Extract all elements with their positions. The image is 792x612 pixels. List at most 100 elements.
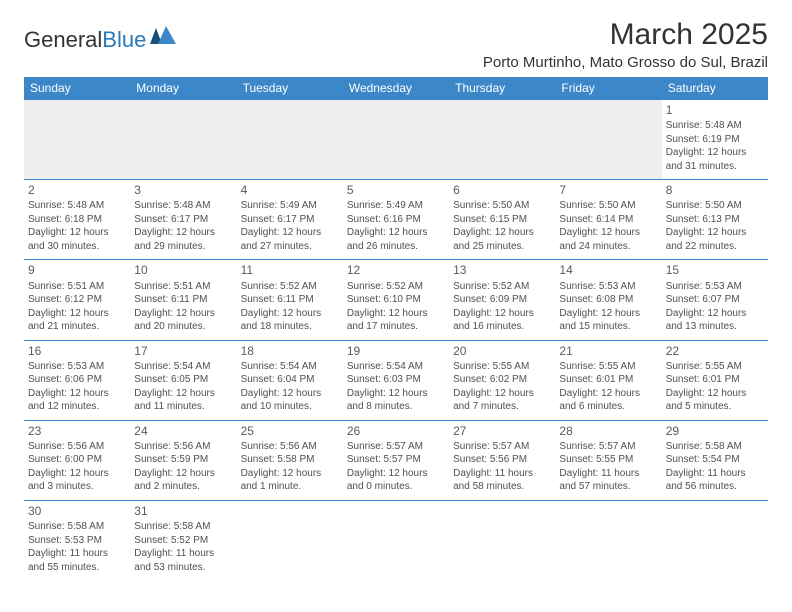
day-info-line: Sunset: 6:19 PM xyxy=(666,133,764,147)
day-number: 22 xyxy=(666,343,764,359)
day-info-line: and 1 minute. xyxy=(241,480,339,494)
calendar-cell: 12Sunrise: 5:52 AMSunset: 6:10 PMDayligh… xyxy=(343,260,449,340)
calendar-cell-empty xyxy=(343,100,449,180)
day-info-line: Sunset: 6:00 PM xyxy=(28,453,126,467)
day-info-line: Daylight: 12 hours xyxy=(453,226,551,240)
day-info-line: Sunset: 5:58 PM xyxy=(241,453,339,467)
day-info-line: Daylight: 12 hours xyxy=(347,307,445,321)
day-info-line: Sunset: 6:13 PM xyxy=(666,213,764,227)
day-info-line: Sunset: 6:14 PM xyxy=(559,213,657,227)
calendar-cell: 14Sunrise: 5:53 AMSunset: 6:08 PMDayligh… xyxy=(555,260,661,340)
day-info-line: Sunrise: 5:54 AM xyxy=(347,360,445,374)
calendar-cell: 4Sunrise: 5:49 AMSunset: 6:17 PMDaylight… xyxy=(237,180,343,260)
day-info-line: Daylight: 12 hours xyxy=(666,146,764,160)
brand-blue: Blue xyxy=(102,29,146,51)
day-info-line: Daylight: 12 hours xyxy=(28,467,126,481)
day-info-line: Sunset: 6:03 PM xyxy=(347,373,445,387)
calendar-cell: 18Sunrise: 5:54 AMSunset: 6:04 PMDayligh… xyxy=(237,340,343,420)
day-info-line: Daylight: 12 hours xyxy=(134,307,232,321)
calendar-row: 1Sunrise: 5:48 AMSunset: 6:19 PMDaylight… xyxy=(24,100,768,180)
day-header: Thursday xyxy=(449,77,555,100)
day-info-line: Sunset: 6:07 PM xyxy=(666,293,764,307)
day-info-line: and 29 minutes. xyxy=(134,240,232,254)
month-title: March 2025 xyxy=(483,18,768,52)
calendar-row: 30Sunrise: 5:58 AMSunset: 5:53 PMDayligh… xyxy=(24,500,768,580)
day-info-line: Sunrise: 5:48 AM xyxy=(134,199,232,213)
day-info-line: Daylight: 11 hours xyxy=(28,547,126,561)
calendar-cell-empty xyxy=(449,100,555,180)
calendar-row: 16Sunrise: 5:53 AMSunset: 6:06 PMDayligh… xyxy=(24,340,768,420)
day-info-line: Sunset: 6:16 PM xyxy=(347,213,445,227)
calendar-cell: 27Sunrise: 5:57 AMSunset: 5:56 PMDayligh… xyxy=(449,420,555,500)
day-info-line: and 3 minutes. xyxy=(28,480,126,494)
calendar-cell: 13Sunrise: 5:52 AMSunset: 6:09 PMDayligh… xyxy=(449,260,555,340)
day-info-line: Daylight: 12 hours xyxy=(241,307,339,321)
day-number: 18 xyxy=(241,343,339,359)
calendar-cell: 2Sunrise: 5:48 AMSunset: 6:18 PMDaylight… xyxy=(24,180,130,260)
calendar-cell: 26Sunrise: 5:57 AMSunset: 5:57 PMDayligh… xyxy=(343,420,449,500)
calendar-table: Sunday Monday Tuesday Wednesday Thursday… xyxy=(24,77,768,580)
day-number: 15 xyxy=(666,262,764,278)
day-info-line: Sunrise: 5:51 AM xyxy=(134,280,232,294)
day-info-line: and 24 minutes. xyxy=(559,240,657,254)
calendar-cell: 6Sunrise: 5:50 AMSunset: 6:15 PMDaylight… xyxy=(449,180,555,260)
calendar-cell-empty xyxy=(449,500,555,580)
brand-logo: GeneralBlue xyxy=(24,26,176,54)
day-info-line: Sunrise: 5:53 AM xyxy=(666,280,764,294)
day-info-line: Sunset: 6:09 PM xyxy=(453,293,551,307)
day-info-line: Daylight: 12 hours xyxy=(347,467,445,481)
calendar-cell: 28Sunrise: 5:57 AMSunset: 5:55 PMDayligh… xyxy=(555,420,661,500)
day-info-line: Daylight: 12 hours xyxy=(666,387,764,401)
day-number: 13 xyxy=(453,262,551,278)
calendar-row: 23Sunrise: 5:56 AMSunset: 6:00 PMDayligh… xyxy=(24,420,768,500)
day-info-line: and 7 minutes. xyxy=(453,400,551,414)
day-number: 5 xyxy=(347,182,445,198)
day-info-line: Sunset: 6:17 PM xyxy=(134,213,232,227)
day-info-line: Daylight: 12 hours xyxy=(241,226,339,240)
day-info-line: and 21 minutes. xyxy=(28,320,126,334)
day-info-line: and 5 minutes. xyxy=(666,400,764,414)
day-number: 11 xyxy=(241,262,339,278)
day-number: 21 xyxy=(559,343,657,359)
day-number: 25 xyxy=(241,423,339,439)
calendar-cell: 21Sunrise: 5:55 AMSunset: 6:01 PMDayligh… xyxy=(555,340,661,420)
calendar-cell: 8Sunrise: 5:50 AMSunset: 6:13 PMDaylight… xyxy=(662,180,768,260)
day-info-line: and 57 minutes. xyxy=(559,480,657,494)
calendar-cell: 19Sunrise: 5:54 AMSunset: 6:03 PMDayligh… xyxy=(343,340,449,420)
day-info-line: Daylight: 12 hours xyxy=(666,307,764,321)
day-info-line: Sunrise: 5:55 AM xyxy=(453,360,551,374)
calendar-cell-empty xyxy=(237,500,343,580)
day-info-line: and 18 minutes. xyxy=(241,320,339,334)
day-header: Sunday xyxy=(24,77,130,100)
day-number: 29 xyxy=(666,423,764,439)
day-info-line: Sunset: 6:02 PM xyxy=(453,373,551,387)
day-info-line: Sunrise: 5:52 AM xyxy=(241,280,339,294)
calendar-cell: 10Sunrise: 5:51 AMSunset: 6:11 PMDayligh… xyxy=(130,260,236,340)
day-info-line: Sunrise: 5:52 AM xyxy=(347,280,445,294)
location: Porto Murtinho, Mato Grosso do Sul, Braz… xyxy=(483,54,768,71)
day-number: 1 xyxy=(666,102,764,118)
day-number: 24 xyxy=(134,423,232,439)
day-number: 3 xyxy=(134,182,232,198)
day-info-line: Sunset: 6:01 PM xyxy=(559,373,657,387)
day-info-line: Sunrise: 5:48 AM xyxy=(28,199,126,213)
day-info-line: Daylight: 12 hours xyxy=(241,467,339,481)
calendar-body: 1Sunrise: 5:48 AMSunset: 6:19 PMDaylight… xyxy=(24,100,768,581)
day-info-line: Daylight: 12 hours xyxy=(347,387,445,401)
day-number: 19 xyxy=(347,343,445,359)
day-info-line: Sunset: 6:12 PM xyxy=(28,293,126,307)
calendar-cell: 15 Sunrise: 5:53 AMSunset: 6:07 PMDayligh… xyxy=(662,260,768,340)
day-info-line: Sunset: 5:57 PM xyxy=(347,453,445,467)
day-number: 2 xyxy=(28,182,126,198)
day-info-line: Daylight: 12 hours xyxy=(134,467,232,481)
calendar-cell: 1Sunrise: 5:48 AMSunset: 6:19 PMDaylight… xyxy=(662,100,768,180)
day-info-line: Sunrise: 5:57 AM xyxy=(453,440,551,454)
day-info-line: and 13 minutes. xyxy=(666,320,764,334)
day-header: Friday xyxy=(555,77,661,100)
day-info-line: and 53 minutes. xyxy=(134,561,232,575)
day-info-line: Sunrise: 5:49 AM xyxy=(241,199,339,213)
day-number: 6 xyxy=(453,182,551,198)
day-number: 8 xyxy=(666,182,764,198)
day-info-line: Daylight: 12 hours xyxy=(28,387,126,401)
day-info-line: Sunrise: 5:52 AM xyxy=(453,280,551,294)
